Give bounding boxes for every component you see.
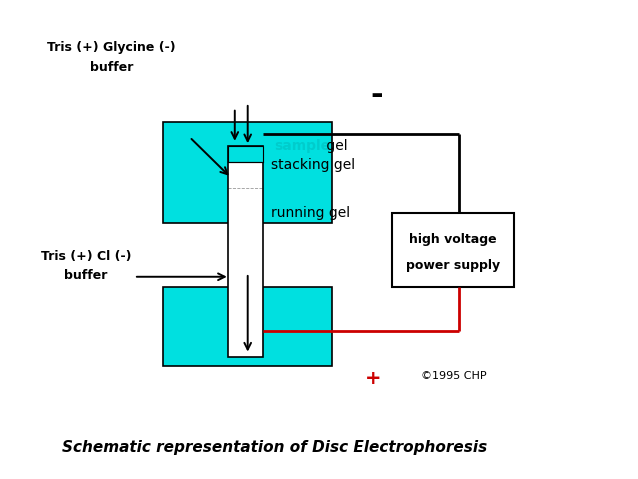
Text: power supply: power supply (406, 259, 500, 272)
Text: Tris (+) Glycine (-): Tris (+) Glycine (-) (47, 41, 176, 55)
Bar (163, 122, 332, 223)
Text: Schematic representation of Disc Electrophoresis: Schematic representation of Disc Electro… (62, 440, 487, 456)
Text: -: - (370, 81, 383, 110)
Bar (228, 146, 263, 357)
Text: running gel: running gel (271, 206, 350, 220)
Text: gel: gel (322, 139, 348, 153)
Text: ©1995 CHP: ©1995 CHP (421, 371, 487, 381)
Bar (228, 146, 263, 162)
Bar (163, 287, 332, 366)
Text: Tris (+) Cl (-): Tris (+) Cl (-) (41, 250, 131, 263)
Text: high voltage: high voltage (409, 233, 497, 246)
Text: sample: sample (274, 139, 330, 153)
Text: buffer: buffer (64, 269, 108, 282)
Text: +: + (365, 369, 382, 388)
Text: buffer: buffer (90, 60, 133, 74)
Text: stacking gel: stacking gel (271, 158, 355, 172)
Bar (392, 213, 514, 287)
